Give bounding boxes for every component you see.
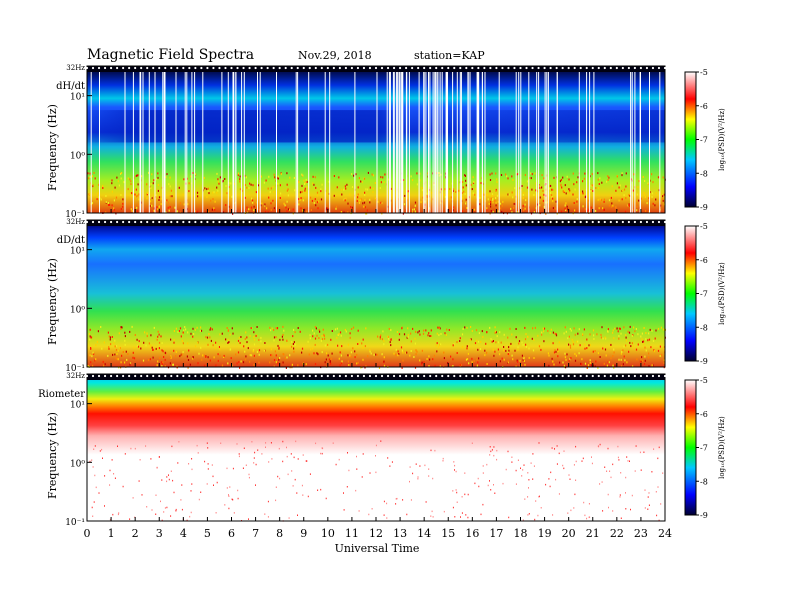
colorbar-tick-label: -8 [700, 323, 708, 332]
x-tick-label: 18 [514, 527, 528, 540]
y-tick-label: 32Hz [66, 218, 85, 226]
panel-label: Riometer [38, 389, 85, 400]
data-gaps [90, 72, 661, 213]
x-axis: 0 1 2 3 4 5 6 7 8 9 10 11 12 13 14 15 16 17 18 19 20 21 22 23 24 [84, 209, 672, 540]
x-tick-label: 1 [108, 527, 115, 540]
colorbar-tick-label: -7 [700, 290, 708, 299]
colorbar-tick-label: -8 [700, 477, 708, 486]
colorbar-tick-label: -9 [700, 511, 708, 520]
colorbar-tick-label: -9 [700, 357, 708, 366]
x-tick-label: 7 [252, 527, 259, 540]
colorbar-label: log₁₀(PSD)(V²/Hz) [718, 262, 726, 325]
x-axis-label: Universal Time [335, 542, 420, 555]
x-tick-label: 12 [369, 527, 383, 540]
colorbar-tick-label: -6 [700, 410, 708, 419]
x-tick-label: 0 [84, 527, 91, 540]
panel-3: 32Hz 10¹ 10⁰ 10⁻¹ Riometer Frequency (Hz) -5 -6… [38, 372, 726, 528]
y-tick-label: 32Hz [66, 64, 85, 72]
x-tick-label: 8 [276, 527, 283, 540]
y-tick-label: 10⁻¹ [65, 518, 85, 528]
y-tick-label: 10⁻¹ [65, 210, 85, 220]
spectrogram-2 [87, 220, 665, 367]
y-tick-label: 10⁰ [70, 151, 85, 161]
date-label: Nov.29, 2018 [298, 49, 372, 62]
colorbar-tick-label: -7 [700, 136, 708, 145]
panel-label: dD/dt [57, 235, 85, 246]
y-tick-label: 10⁻¹ [65, 364, 85, 374]
y-axis-label: Frequency (Hz) [46, 412, 59, 499]
y-tick-label: 10¹ [70, 247, 85, 257]
x-tick-label: 10 [321, 527, 335, 540]
colorbar-label: log₁₀(PSD)(V²/Hz) [718, 416, 726, 479]
y-tick-label: 10⁰ [70, 305, 85, 315]
x-tick-label: 4 [180, 527, 187, 540]
y-tick-label: 10¹ [70, 401, 85, 411]
colorbar-label: log₁₀(PSD)(V²/Hz) [718, 108, 726, 171]
colorbar-tick-label: -9 [700, 203, 708, 212]
x-tick-label: 15 [441, 527, 455, 540]
colorbar-tick-label: -5 [700, 376, 708, 385]
x-tick-label: 5 [204, 527, 211, 540]
y-tick-label: 10¹ [70, 93, 85, 103]
x-tick-label: 11 [345, 527, 359, 540]
x-tick-label: 2 [132, 527, 139, 540]
x-tick-label: 13 [393, 527, 407, 540]
colorbar-tick-label: -5 [700, 68, 708, 77]
noise-speckle [89, 440, 664, 522]
figure-title: Magnetic Field Spectra [87, 47, 254, 63]
colorbar-gradient [684, 71, 697, 208]
colorbar-tick-label: -8 [700, 169, 708, 178]
x-tick-label: 21 [586, 527, 600, 540]
x-tick-label: 17 [489, 527, 503, 540]
colorbar-2: -5 -6 -7 -8 -9 log₁₀(PSD)(V²/Hz) [684, 222, 726, 366]
x-tick-label: 6 [228, 527, 235, 540]
colorbar-tick-label: -5 [700, 222, 708, 231]
y-axis-label: Frequency (Hz) [46, 104, 59, 191]
x-tick-label: 22 [610, 527, 624, 540]
colorbar-1: -5 -6 -7 -8 -9 log₁₀(PSD)(V²/Hz) [684, 68, 726, 212]
y-tick-label: 10⁰ [70, 459, 85, 469]
colorbar-3: -5 -6 -7 -8 -9 log₁₀(PSD)(V²/Hz) [684, 376, 726, 520]
colorbar-tick-label: -6 [700, 256, 708, 265]
spectrogram-3 [87, 374, 665, 521]
colorbar-gradient [684, 225, 697, 362]
colorbar-gradient [684, 379, 697, 516]
spectral-band [87, 110, 665, 143]
x-tick-label: 16 [465, 527, 479, 540]
y-tick-label: 32Hz [66, 372, 85, 380]
panel-label: dH/dt [56, 81, 85, 92]
noise-speckle [87, 325, 666, 369]
colorbar-tick-label: -7 [700, 444, 708, 453]
x-tick-label: 20 [562, 527, 576, 540]
station-label: station=KAP [414, 49, 485, 62]
x-tick-label: 14 [417, 527, 431, 540]
colorbar-tick-label: -6 [700, 102, 708, 111]
y-axis-label: Frequency (Hz) [46, 258, 59, 345]
x-tick-label: 23 [634, 527, 648, 540]
x-tick-label: 19 [538, 527, 552, 540]
x-tick-label: 24 [658, 527, 672, 540]
x-tick-label: 9 [300, 527, 307, 540]
x-tick-label: 3 [156, 527, 163, 540]
